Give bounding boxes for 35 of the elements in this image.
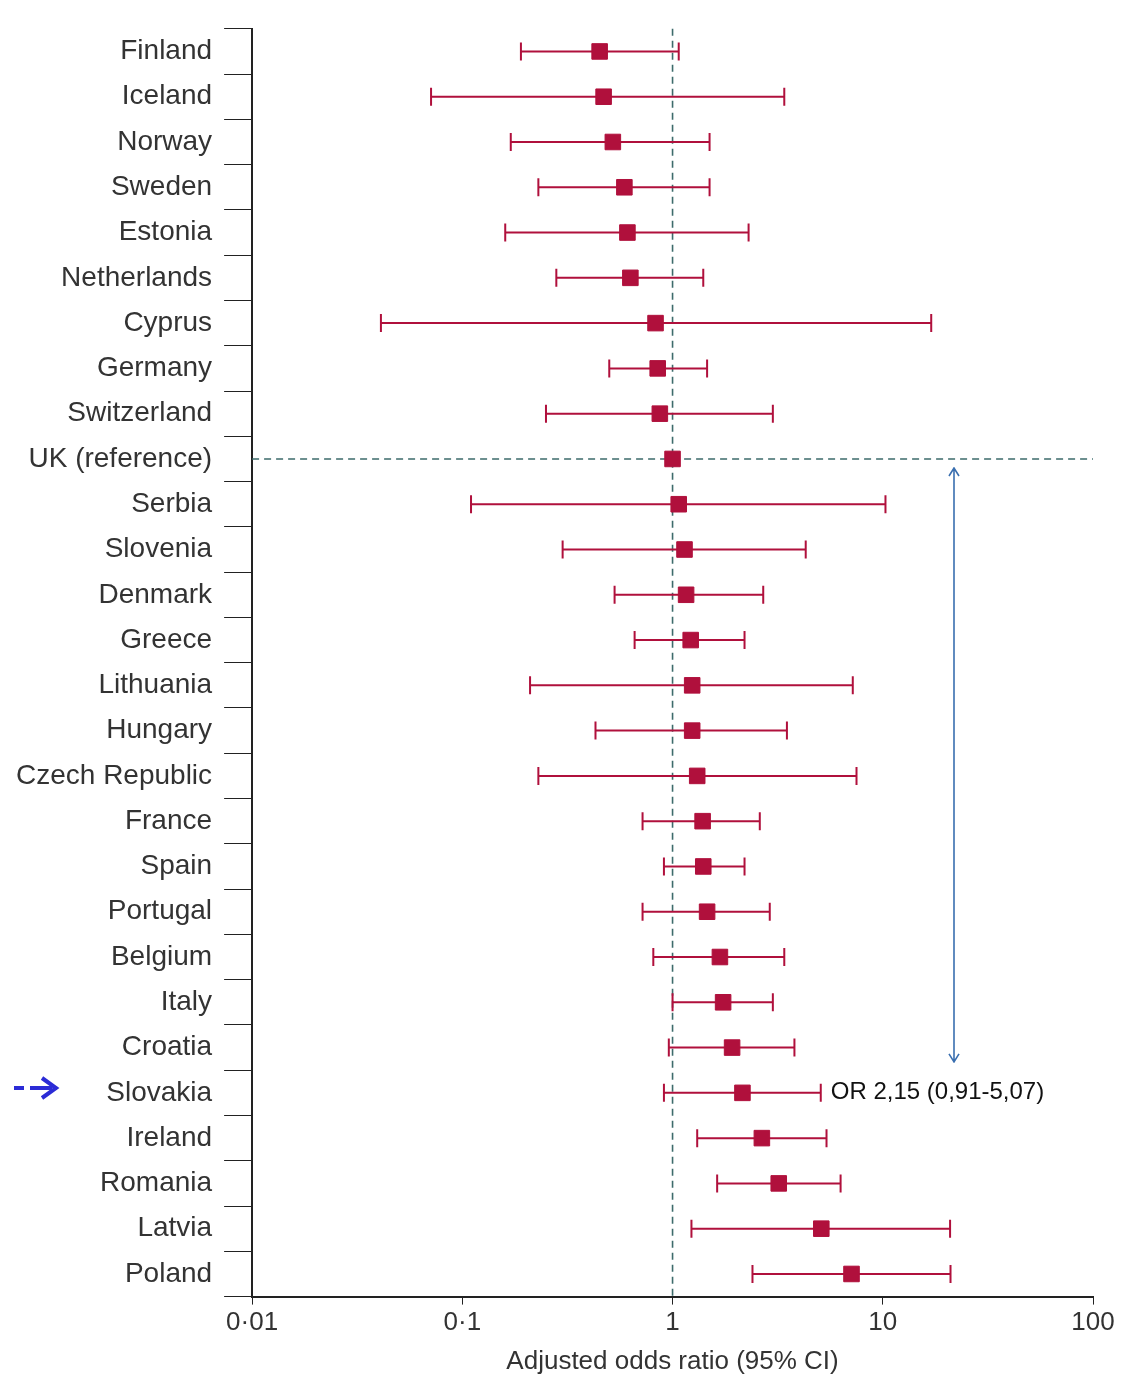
x-tick-label: 100: [1071, 1306, 1115, 1337]
y-tick-label: Slovakia: [106, 1075, 213, 1107]
y-tick-label: Spain: [140, 849, 213, 881]
x-axis-title: Adjusted odds ratio (95% CI): [506, 1344, 839, 1375]
y-tick-label: Norway: [117, 124, 213, 156]
y-tick-label: Hungary: [106, 713, 213, 745]
y-tick-label: Czech Republic: [15, 758, 213, 790]
y-tick-label: Switzerland: [67, 396, 213, 428]
y-tick-label: Ireland: [126, 1120, 213, 1152]
y-tick-label: Sweden: [110, 169, 213, 201]
x-tick-label: 10: [868, 1306, 898, 1337]
y-tick-label: Finland: [120, 34, 213, 66]
y-tick-label: Slovenia: [104, 532, 213, 564]
y-tick-label: Denmark: [98, 577, 214, 609]
y-tick-label: France: [124, 803, 213, 835]
y-tick-label: Netherlands: [61, 260, 213, 292]
y-tick-label: UK (reference): [28, 441, 213, 473]
y-tick-label: Serbia: [131, 486, 213, 518]
y-tick-label: Poland: [124, 1256, 213, 1288]
y-tick-label: Estonia: [118, 215, 213, 247]
y-tick-label: Greece: [120, 622, 213, 654]
x-tick-label: 1: [665, 1306, 680, 1337]
y-tick-label: Romania: [100, 1166, 213, 1198]
y-tick-label: Portugal: [107, 894, 213, 926]
x-tick-label: 0·01: [226, 1306, 279, 1337]
y-tick-label: Croatia: [121, 1030, 213, 1062]
x-tick-label: 0·1: [443, 1306, 482, 1337]
y-tick-label: Germany: [96, 351, 213, 383]
y-tick-label: Latvia: [137, 1211, 213, 1243]
y-tick-label: Belgium: [110, 939, 213, 971]
y-tick-label: Iceland: [121, 79, 213, 111]
annotation: OR 2,15 (0,91-5,07): [830, 1077, 1045, 1105]
y-tick-label: Italy: [160, 985, 213, 1017]
y-tick-label: Lithuania: [98, 668, 213, 700]
y-tick-label: Cyprus: [123, 305, 213, 337]
